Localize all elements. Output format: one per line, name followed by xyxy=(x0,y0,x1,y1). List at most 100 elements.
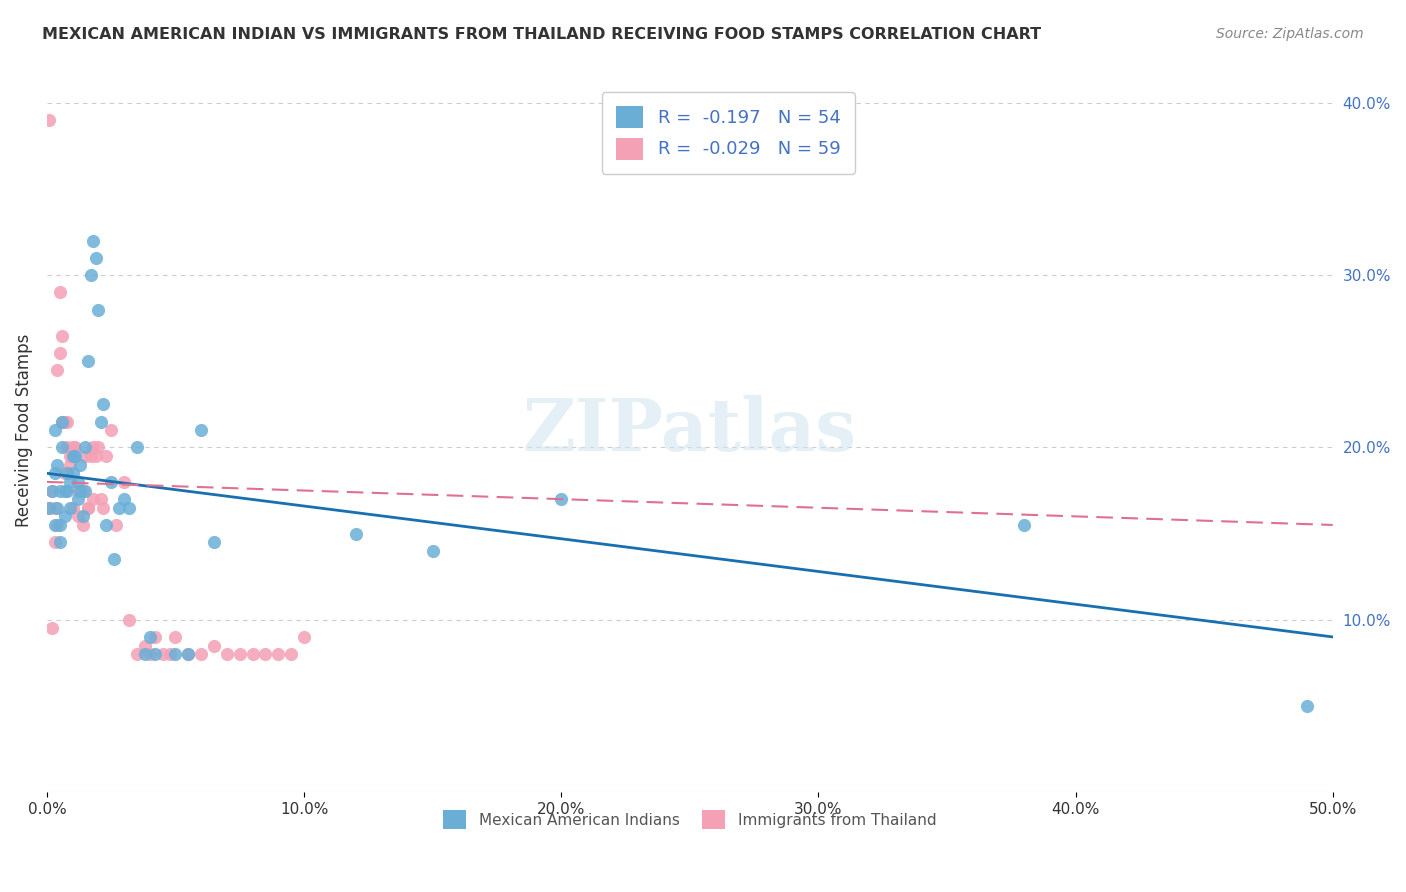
Point xyxy=(254,647,277,661)
Point xyxy=(53,483,76,498)
Point xyxy=(69,483,91,498)
Point xyxy=(84,251,107,265)
Point xyxy=(48,483,70,498)
Point xyxy=(87,441,110,455)
Point xyxy=(159,647,181,661)
Point xyxy=(38,113,60,128)
Point xyxy=(44,423,66,437)
Point xyxy=(100,423,122,437)
Point xyxy=(59,475,82,489)
Point xyxy=(46,458,69,472)
Point xyxy=(44,535,66,549)
Point xyxy=(108,500,131,515)
Point xyxy=(62,441,84,455)
Point xyxy=(112,492,135,507)
Point xyxy=(82,492,104,507)
Point xyxy=(93,500,115,515)
Point xyxy=(292,630,315,644)
Point xyxy=(229,647,252,661)
Point xyxy=(267,647,290,661)
Point xyxy=(63,449,86,463)
Point xyxy=(62,449,84,463)
Point xyxy=(422,544,444,558)
Point xyxy=(103,552,125,566)
Point xyxy=(242,647,264,661)
Point xyxy=(94,449,117,463)
Point xyxy=(51,441,73,455)
Point xyxy=(41,483,63,498)
Point xyxy=(215,647,238,661)
Point xyxy=(1296,698,1319,713)
Point xyxy=(38,500,60,515)
Point xyxy=(79,449,101,463)
Point xyxy=(51,415,73,429)
Point xyxy=(72,483,94,498)
Point xyxy=(59,458,82,472)
Point xyxy=(48,518,70,533)
Point xyxy=(112,475,135,489)
Point xyxy=(118,500,141,515)
Point xyxy=(72,518,94,533)
Point xyxy=(118,613,141,627)
Point xyxy=(77,354,100,368)
Point xyxy=(94,518,117,533)
Point xyxy=(44,500,66,515)
Point xyxy=(56,441,79,455)
Point xyxy=(48,285,70,300)
Point xyxy=(100,475,122,489)
Point xyxy=(66,492,89,507)
Point xyxy=(66,509,89,524)
Text: Source: ZipAtlas.com: Source: ZipAtlas.com xyxy=(1216,27,1364,41)
Point xyxy=(190,423,212,437)
Point xyxy=(53,467,76,481)
Point xyxy=(48,345,70,359)
Point xyxy=(165,647,187,661)
Point xyxy=(53,415,76,429)
Point xyxy=(87,302,110,317)
Point xyxy=(143,647,166,661)
Y-axis label: Receiving Food Stamps: Receiving Food Stamps xyxy=(15,334,32,527)
Point xyxy=(139,647,162,661)
Point xyxy=(77,500,100,515)
Point xyxy=(56,467,79,481)
Point xyxy=(53,509,76,524)
Point xyxy=(46,518,69,533)
Point xyxy=(41,621,63,635)
Point xyxy=(59,449,82,463)
Point xyxy=(59,500,82,515)
Point xyxy=(56,415,79,429)
Point xyxy=(79,268,101,283)
Point xyxy=(190,647,212,661)
Text: ZIPatlas: ZIPatlas xyxy=(523,395,856,466)
Point xyxy=(62,449,84,463)
Point xyxy=(105,518,128,533)
Point xyxy=(66,483,89,498)
Point xyxy=(63,441,86,455)
Point xyxy=(152,647,174,661)
Point xyxy=(66,475,89,489)
Point xyxy=(134,639,156,653)
Point xyxy=(77,500,100,515)
Point xyxy=(72,509,94,524)
Point xyxy=(82,234,104,248)
Point xyxy=(93,397,115,411)
Point xyxy=(139,630,162,644)
Point xyxy=(51,415,73,429)
Point xyxy=(75,449,97,463)
Point xyxy=(75,441,97,455)
Point xyxy=(177,647,200,661)
Point xyxy=(202,639,225,653)
Point xyxy=(48,535,70,549)
Point xyxy=(62,467,84,481)
Point xyxy=(62,500,84,515)
Point xyxy=(44,518,66,533)
Point xyxy=(38,500,60,515)
Point xyxy=(69,458,91,472)
Point xyxy=(46,363,69,377)
Point xyxy=(75,483,97,498)
Legend: Mexican American Indians, Immigrants from Thailand: Mexican American Indians, Immigrants fro… xyxy=(437,804,942,835)
Point xyxy=(143,630,166,644)
Point xyxy=(82,441,104,455)
Point xyxy=(344,526,367,541)
Point xyxy=(134,647,156,661)
